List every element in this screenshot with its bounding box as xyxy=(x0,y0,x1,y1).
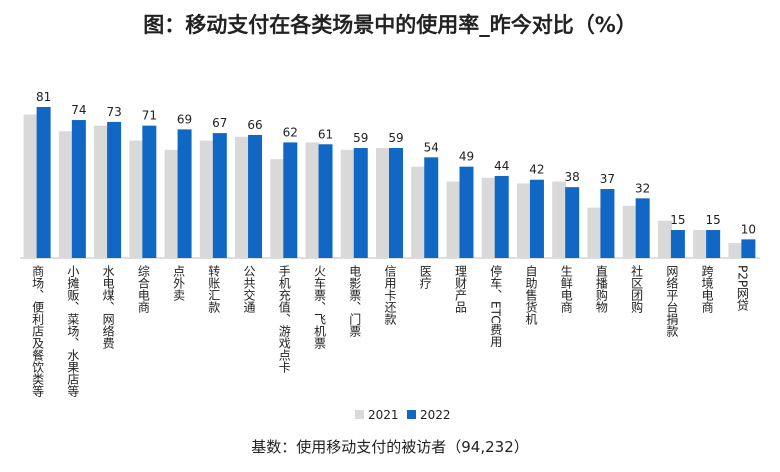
value-label: 81 xyxy=(36,90,51,104)
bar xyxy=(305,142,320,258)
legend-swatch xyxy=(355,410,364,419)
bar xyxy=(494,175,509,258)
bar xyxy=(71,120,86,259)
value-label: 54 xyxy=(424,140,439,154)
value-label: 10 xyxy=(741,222,756,236)
bar xyxy=(389,148,403,258)
x-tick-label: 商场、便利店及餐饮类等 xyxy=(31,264,45,397)
bar xyxy=(376,148,390,258)
footnote: 基数：使用移动支付的被访者（94,232） xyxy=(251,438,529,456)
bar xyxy=(199,140,214,258)
bar xyxy=(741,239,756,258)
x-tick-label: 水电煤、网络费 xyxy=(101,265,115,349)
bar xyxy=(565,187,580,258)
legend-label: 2022 xyxy=(420,408,451,422)
bar xyxy=(23,114,38,258)
value-label: 15 xyxy=(670,213,685,227)
bar xyxy=(212,133,227,258)
x-tick-label: 火车票、飞机票 xyxy=(313,265,327,349)
bar xyxy=(177,129,192,258)
bar xyxy=(622,205,637,258)
bar xyxy=(459,166,474,258)
bar xyxy=(36,107,51,258)
bar xyxy=(728,243,743,258)
bar xyxy=(424,157,439,258)
bar xyxy=(587,207,602,258)
bar xyxy=(129,140,144,258)
bar xyxy=(693,230,708,258)
bar xyxy=(635,198,650,258)
x-tick-label: 公共交通 xyxy=(242,265,256,313)
bar xyxy=(283,142,298,258)
bar xyxy=(516,183,531,258)
x-tick-label: 转账汇款 xyxy=(207,264,221,314)
value-label: 49 xyxy=(459,150,474,164)
value-label: 66 xyxy=(247,118,262,132)
bar xyxy=(657,220,672,258)
x-tick-label: 社区团购 xyxy=(630,264,644,314)
value-label: 69 xyxy=(177,112,192,126)
x-tick-label: 信用卡还款 xyxy=(383,265,397,326)
x-tick-label: 生鲜电商 xyxy=(559,265,573,314)
value-label: 61 xyxy=(318,127,333,141)
x-tick-label: 手机充值、游戏点卡 xyxy=(277,265,291,373)
bar xyxy=(318,144,333,258)
value-label: 15 xyxy=(706,213,721,227)
bar xyxy=(481,177,496,258)
value-label: 74 xyxy=(71,103,86,117)
value-label: 67 xyxy=(212,116,227,130)
x-tick-label: 综合电商 xyxy=(136,265,150,314)
value-label: 59 xyxy=(388,131,403,145)
x-tick-label: 自助售货机 xyxy=(524,265,538,325)
bar xyxy=(552,181,567,258)
bar xyxy=(270,159,285,258)
value-label: 73 xyxy=(106,105,121,119)
value-label: 71 xyxy=(142,109,157,123)
value-label: 38 xyxy=(565,170,580,184)
x-tick-label: 理财产品 xyxy=(453,265,467,313)
bar xyxy=(107,121,122,259)
value-label: 32 xyxy=(635,181,650,195)
bar xyxy=(670,230,685,258)
x-tick-label: P2P网贷 xyxy=(735,265,749,312)
bar xyxy=(706,230,721,258)
x-tick-label: 停车、ETC费用 xyxy=(489,264,503,349)
bar xyxy=(142,125,157,259)
x-tick-label: 电影票、门票 xyxy=(348,265,362,337)
value-label: 42 xyxy=(529,163,544,177)
x-tick-label: 医疗 xyxy=(418,265,432,290)
value-label: 37 xyxy=(600,172,615,186)
x-tick-label: 点外卖 xyxy=(172,265,186,302)
chart-title: 图：移动支付在各类场景中的使用率_昨今对比（%） xyxy=(143,13,637,37)
bar xyxy=(248,134,263,258)
bar xyxy=(446,181,461,258)
x-tick-label: 跨境电商 xyxy=(700,265,714,314)
value-label: 44 xyxy=(494,159,509,173)
bar xyxy=(340,149,355,258)
bar xyxy=(235,136,250,258)
legend-label: 2021 xyxy=(368,408,399,422)
x-tick-label: 小摊贩、菜场、水果店等 xyxy=(66,265,80,397)
x-tick-label: 网络平台捐款 xyxy=(665,265,679,338)
bar xyxy=(353,148,368,258)
value-label: 59 xyxy=(353,131,368,145)
bar xyxy=(164,149,179,258)
value-label: 62 xyxy=(283,125,298,139)
bar xyxy=(600,189,615,258)
bar xyxy=(94,125,109,259)
legend-swatch xyxy=(407,410,416,419)
bar xyxy=(58,131,73,258)
bar xyxy=(529,179,544,258)
bar xyxy=(411,166,426,258)
x-tick-label: 直播购物 xyxy=(594,265,608,313)
